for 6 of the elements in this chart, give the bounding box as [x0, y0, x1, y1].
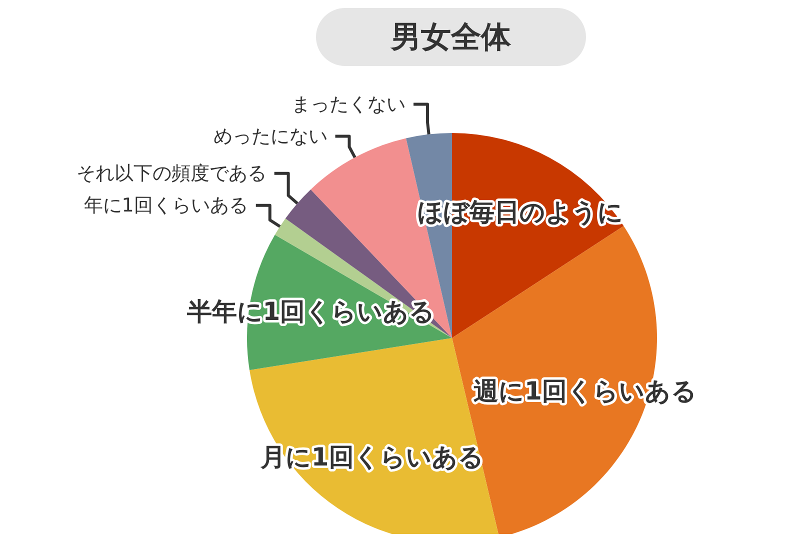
slice-label: めったにない — [213, 125, 328, 148]
slice-label: まったくない — [292, 93, 406, 116]
slice-label: 月に1回くらいある — [259, 442, 484, 472]
chart-title: 男女全体 — [316, 8, 586, 66]
slice-label: 年に1回くらいある — [84, 194, 248, 216]
slice-label: それ以下の頻度である — [76, 162, 266, 184]
